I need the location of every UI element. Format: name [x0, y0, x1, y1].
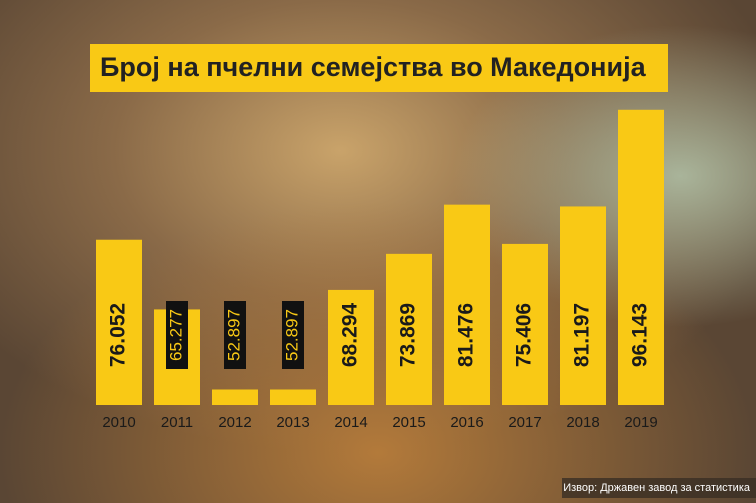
value-label: 68.294 — [339, 303, 362, 368]
x-tick-label: 2013 — [276, 414, 309, 431]
value-label-box — [166, 301, 188, 369]
bar — [328, 289, 374, 405]
value-label: 65.277 — [166, 309, 185, 361]
value-label: 81.476 — [455, 303, 478, 367]
bar — [212, 389, 258, 405]
value-label: 81.197 — [571, 303, 594, 367]
value-label: 75.406 — [513, 303, 536, 367]
value-label: 96.143 — [629, 303, 652, 367]
bar — [502, 243, 548, 405]
x-tick-label: 2019 — [624, 414, 657, 431]
source-box — [562, 478, 756, 498]
value-label: 76.052 — [107, 303, 130, 367]
source-note: Извор: Државен завод за статистика — [563, 482, 751, 494]
value-label: 73.869 — [397, 303, 420, 367]
x-tick-label: 2014 — [334, 414, 367, 431]
bar — [444, 204, 490, 405]
x-tick-label: 2011 — [161, 414, 193, 431]
bar — [270, 389, 316, 405]
chart-title: Број на пчелни семејства во Македонија — [100, 52, 647, 82]
bar — [560, 206, 606, 405]
bar — [96, 239, 142, 405]
value-label: 52.897 — [282, 309, 301, 361]
x-tick-label: 2017 — [508, 414, 541, 431]
x-tick-label: 2012 — [218, 414, 251, 431]
bar — [618, 109, 664, 406]
value-label: 52.897 — [224, 309, 243, 361]
x-tick-label: 2010 — [102, 414, 135, 431]
title-box — [90, 44, 668, 92]
bar — [386, 253, 432, 405]
x-tick-label: 2016 — [450, 414, 483, 431]
value-label-box — [224, 301, 246, 369]
value-label-box — [282, 301, 304, 369]
x-tick-label: 2018 — [566, 414, 599, 431]
x-tick-label: 2015 — [392, 414, 425, 431]
